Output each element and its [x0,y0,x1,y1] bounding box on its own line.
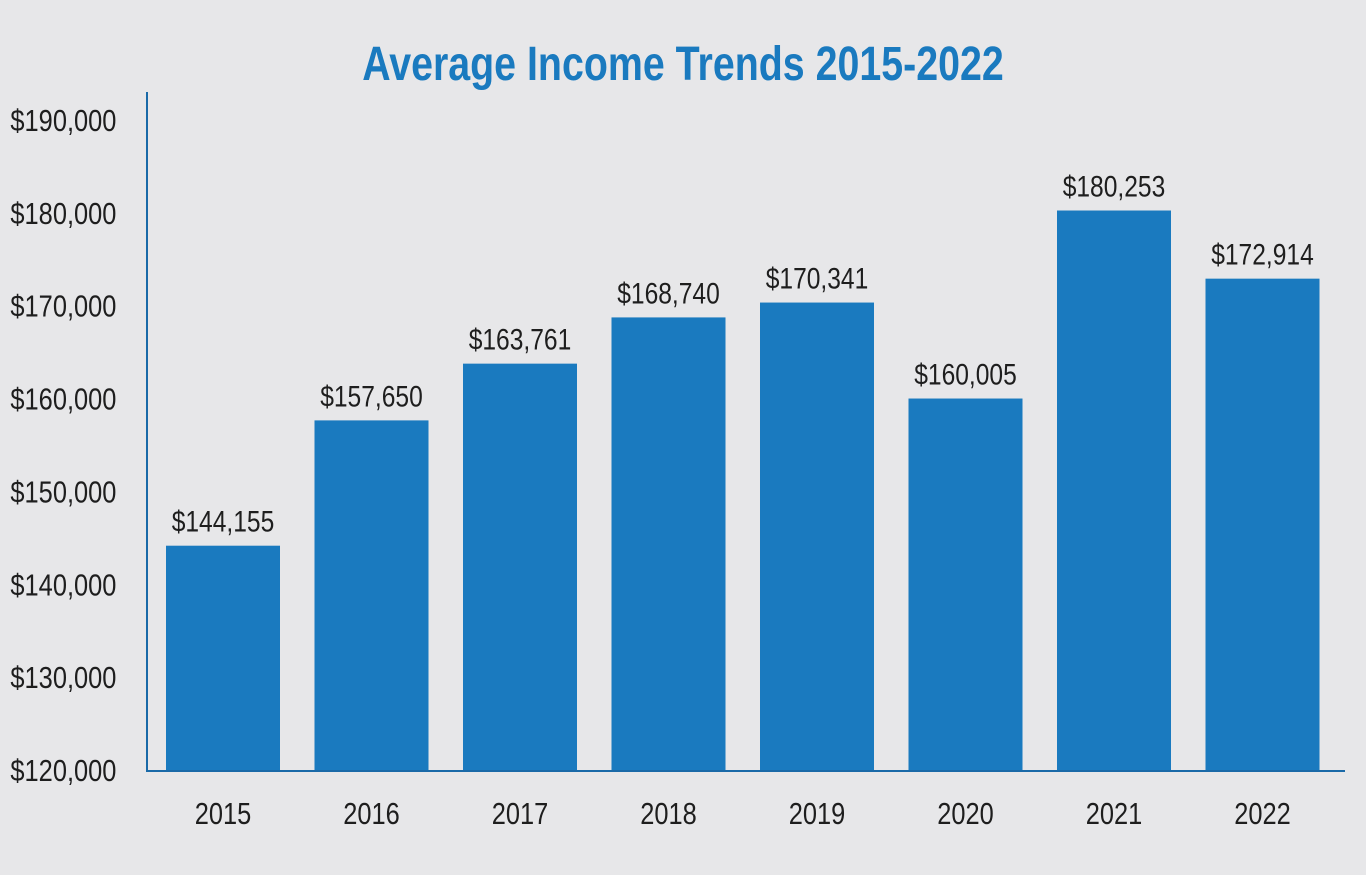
bar-2021 [1057,210,1171,770]
bar-2016 [314,420,429,770]
bar-value-label: $163,761 [469,322,572,356]
bars [166,210,1320,770]
chart-title: Average Income Trends 2015-2022 [362,37,1004,91]
y-axis-tick-labels: $120,000 $130,000 $140,000 $150,000 $160,000… [10,104,116,789]
bar-value-label: $172,914 [1211,237,1314,271]
y-tick-label: $160,000 [10,382,116,417]
x-tick-label: 2018 [640,797,697,832]
y-tick-label: $120,000 [10,754,116,789]
x-tick-label: 2022 [1234,797,1291,832]
bar-value-label: $180,253 [1063,169,1166,203]
x-tick-label: 2017 [492,797,549,832]
y-tick-label: $140,000 [10,568,116,603]
bar-value-label: $157,650 [320,379,423,413]
bar-value-label: $168,740 [617,276,720,310]
y-tick-label: $180,000 [10,197,116,232]
bar-value-labels: $144,155 $157,650 $163,761 $168,740 $170,341… [172,169,1314,538]
bar-2020 [908,398,1023,770]
bar-2019 [760,302,874,770]
y-tick-label: $170,000 [10,289,116,324]
y-tick-label: $130,000 [10,661,116,696]
bar-2015 [166,545,280,770]
x-axis-tick-labels: 2015 2016 2017 2018 2019 2020 2021 2022 [195,797,1291,832]
bar-2018 [611,317,726,770]
x-tick-label: 2019 [789,797,846,832]
bar-value-label: $170,341 [766,261,869,295]
x-tick-label: 2016 [343,797,400,832]
x-tick-label: 2020 [937,797,994,832]
bar-value-label: $144,155 [172,504,275,538]
bar-2017 [463,363,577,770]
bar-2022 [1205,278,1320,770]
y-tick-label: $150,000 [10,475,116,510]
y-tick-label: $190,000 [10,104,116,139]
bar-value-label: $160,005 [914,357,1017,391]
x-tick-label: 2021 [1086,797,1143,832]
x-tick-label: 2015 [195,797,252,832]
